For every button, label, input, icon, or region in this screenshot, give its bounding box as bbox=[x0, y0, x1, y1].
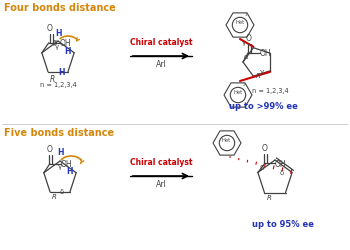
Text: Het: Het bbox=[221, 138, 231, 143]
Text: n = 1,2,3,4: n = 1,2,3,4 bbox=[252, 88, 288, 94]
Text: Chiral catalyst: Chiral catalyst bbox=[130, 38, 192, 47]
Text: γ: γ bbox=[55, 44, 59, 50]
Text: H: H bbox=[58, 68, 65, 77]
Text: γ: γ bbox=[242, 40, 246, 46]
Text: up to 95% ee: up to 95% ee bbox=[252, 220, 314, 229]
Text: n = 1,2,3,4: n = 1,2,3,4 bbox=[40, 82, 76, 88]
Text: δ: δ bbox=[60, 189, 64, 195]
Text: ArI: ArI bbox=[156, 60, 166, 69]
Text: β: β bbox=[52, 40, 56, 46]
Text: Four bonds distance: Four bonds distance bbox=[4, 3, 116, 13]
Text: up to >99% ee: up to >99% ee bbox=[229, 102, 298, 111]
Text: Het: Het bbox=[233, 90, 243, 96]
Text: H: H bbox=[58, 148, 64, 157]
Text: OH: OH bbox=[275, 160, 287, 169]
Text: 2: 2 bbox=[243, 83, 246, 87]
Text: Five bonds distance: Five bonds distance bbox=[4, 128, 114, 138]
Text: O: O bbox=[262, 144, 268, 154]
Text: O: O bbox=[47, 24, 53, 33]
Text: H: H bbox=[66, 167, 73, 176]
Text: O: O bbox=[246, 34, 252, 43]
Text: β: β bbox=[259, 166, 263, 172]
Text: H: H bbox=[65, 47, 71, 56]
Text: Het: Het bbox=[235, 20, 245, 25]
Text: ArI: ArI bbox=[156, 180, 166, 189]
Text: δ: δ bbox=[280, 170, 284, 176]
Text: OH: OH bbox=[60, 39, 71, 48]
Text: H: H bbox=[56, 29, 62, 38]
Text: OH: OH bbox=[260, 50, 272, 58]
Text: α: α bbox=[244, 54, 248, 60]
Text: γ: γ bbox=[58, 164, 62, 170]
Text: O: O bbox=[47, 145, 53, 154]
Text: R: R bbox=[256, 73, 260, 79]
Text: R: R bbox=[50, 75, 55, 84]
Text: R: R bbox=[266, 194, 271, 200]
Text: Chiral catalyst: Chiral catalyst bbox=[130, 158, 192, 167]
Text: 1: 1 bbox=[245, 13, 247, 17]
Text: R: R bbox=[52, 194, 57, 200]
Text: OH: OH bbox=[61, 160, 72, 169]
Text: γ: γ bbox=[260, 69, 264, 75]
